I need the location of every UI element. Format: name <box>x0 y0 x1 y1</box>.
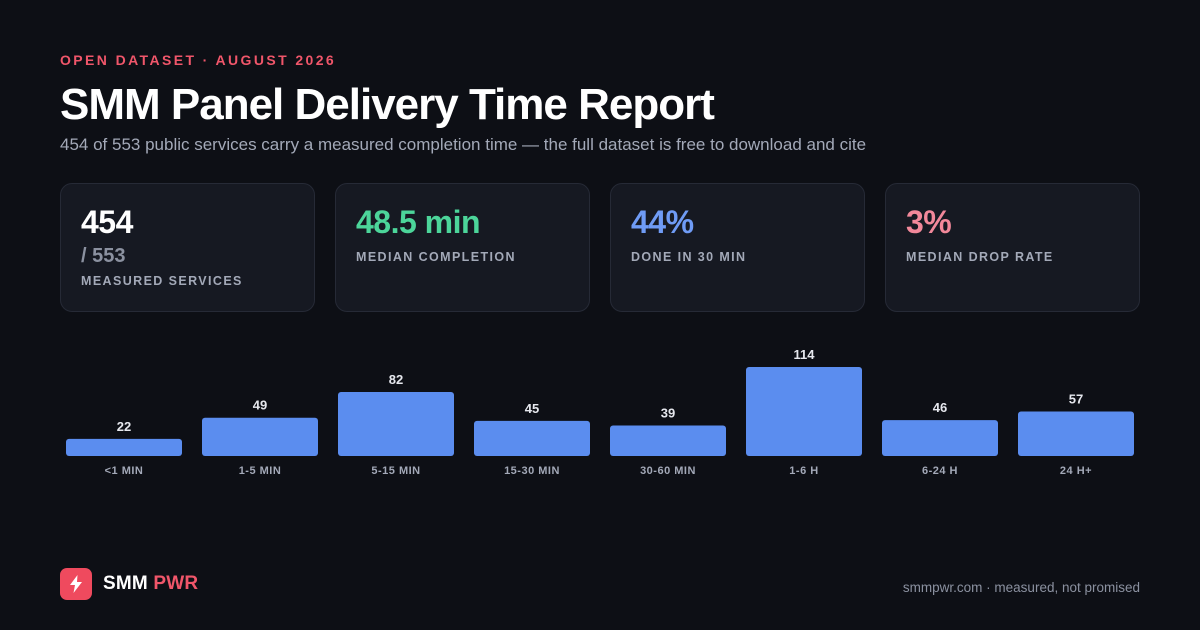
data-label-6: 46 <box>933 400 947 415</box>
stat-card-done-in-30-min: 44% DONE IN 30 MIN <box>610 183 865 312</box>
x-tick-label-0: <1 MIN <box>105 465 144 477</box>
stat-value: 3% <box>906 204 952 240</box>
x-tick-label-6: 6-24 H <box>922 465 958 477</box>
x-tick-label-4: 30-60 MIN <box>640 465 696 477</box>
bar-1 <box>202 417 318 456</box>
data-label-0: 22 <box>117 419 131 434</box>
stat-card-median-completion: 48.5 min MEDIAN COMPLETION <box>335 183 590 312</box>
data-label-1: 49 <box>253 398 267 413</box>
data-label-7: 57 <box>1069 392 1083 407</box>
stat-value: 454 <box>81 204 133 240</box>
page-subtitle: 454 of 553 public services carry a measu… <box>60 135 867 154</box>
x-tick-label-3: 15-30 MIN <box>504 465 560 477</box>
bar-4 <box>610 425 726 456</box>
stat-value: 44% <box>631 204 694 240</box>
bar-6 <box>882 420 998 456</box>
stat-subvalue: / 553 <box>81 245 126 267</box>
stat-label: MEDIAN DROP RATE <box>906 250 1054 264</box>
data-label-3: 45 <box>525 401 539 416</box>
data-label-4: 39 <box>661 406 675 421</box>
page-title: SMM Panel Delivery Time Report <box>60 80 715 129</box>
x-tick-label-1: 1-5 MIN <box>239 465 282 477</box>
bar-0 <box>66 438 182 456</box>
stat-value: 48.5 min <box>356 204 481 240</box>
bar-3 <box>474 420 590 456</box>
brand-name-primary: SMM <box>103 573 148 594</box>
footer-tagline: smmpwr.com · measured, not promised <box>902 580 1140 595</box>
bar-5 <box>746 367 862 456</box>
x-tick-label-7: 24 H+ <box>1060 465 1092 477</box>
stat-card-median-drop-rate: 3% MEDIAN DROP RATE <box>885 183 1140 312</box>
stat-label: MEDIAN COMPLETION <box>356 250 516 264</box>
stat-card-measured-services: 454 / 553 MEASURED SERVICES <box>60 183 315 312</box>
brand-name: SMM PWR <box>103 573 198 595</box>
stat-label: DONE IN 30 MIN <box>631 250 747 264</box>
x-tick-label-5: 1-6 H <box>789 465 818 477</box>
lightning-bolt-icon <box>70 575 82 593</box>
x-tick-label-2: 5-15 MIN <box>371 465 420 477</box>
stat-label: MEASURED SERVICES <box>81 274 243 288</box>
data-label-2: 82 <box>389 372 403 387</box>
data-label-5: 114 <box>794 347 816 362</box>
eyebrow-label: OPEN DATASET · AUGUST 2026 <box>60 52 337 68</box>
brand-name-accent: PWR <box>153 573 199 594</box>
bar-2 <box>338 391 454 456</box>
delivery-time-bar-chart: 22 <1 MIN 49 1-5 MIN 82 5-15 MIN 45 15-30 MIN 39… <box>66 347 1134 477</box>
bar-7 <box>1018 411 1134 456</box>
brand-logo <box>60 568 92 600</box>
